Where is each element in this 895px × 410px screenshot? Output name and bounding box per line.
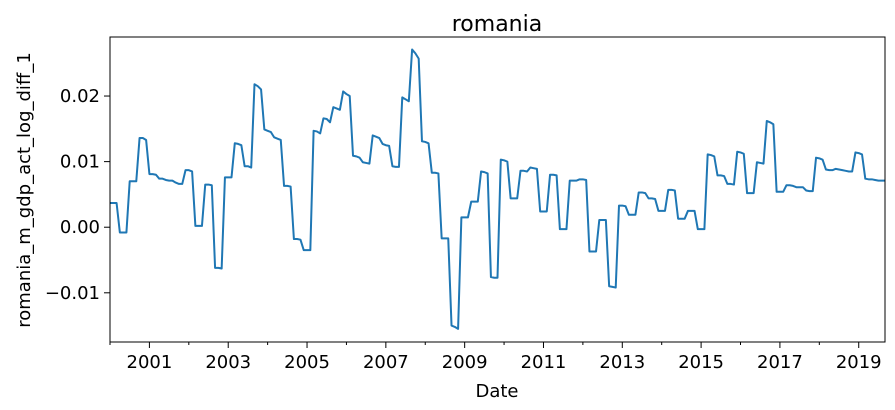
x-tick-label: 2009 [442, 352, 488, 373]
x-tick-label: 2017 [757, 352, 803, 373]
x-tick-label: 2013 [599, 352, 645, 373]
x-axis-label: Date [475, 381, 518, 402]
chart-title: romania [452, 12, 542, 37]
x-tick-label: 2003 [205, 352, 251, 373]
x-tick-label: 2001 [127, 352, 173, 373]
y-tick-label: 0.01 [60, 152, 100, 173]
y-tick-label: 0.02 [60, 86, 100, 107]
plot-frame [109, 36, 886, 343]
x-tick-label: 2011 [521, 352, 567, 373]
x-tick-label: 2019 [836, 352, 882, 373]
x-tick-label: 2007 [363, 352, 409, 373]
y-axis-label: romania_m_gdp_act_log_diff_1 [14, 52, 35, 328]
x-tick-label: 2015 [678, 352, 724, 373]
x-tick-label: 2005 [284, 352, 330, 373]
y-tick-label: −0.01 [45, 283, 100, 304]
y-axis: 0.02 0.01 0.00 −0.01 [45, 86, 110, 304]
plot-area [110, 48, 885, 330]
x-axis: 2001 2003 2005 2007 2009 2011 2013 2015 2017 2019 [109, 342, 882, 373]
series-line [110, 48, 885, 330]
y-tick-label: 0.00 [60, 217, 100, 238]
